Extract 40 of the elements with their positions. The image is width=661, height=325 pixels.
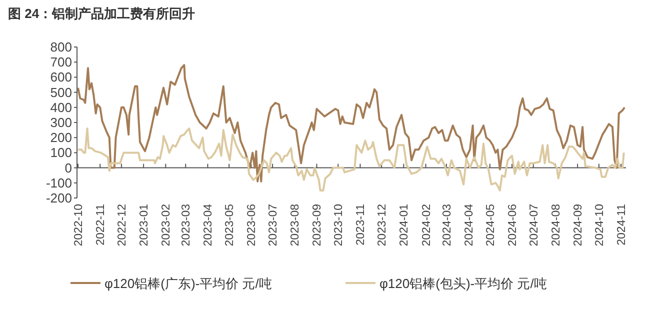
x-tick-label: 2023-02	[160, 204, 173, 246]
y-tick-label: 800	[50, 40, 72, 54]
y-tick-label: 500	[50, 84, 72, 100]
x-tick-label: 2023-05	[224, 204, 236, 246]
x-tick-label: 2024-08	[550, 204, 562, 246]
x-tick-label: 2022-10	[73, 204, 85, 246]
x-tick-label: 2023-11	[355, 204, 368, 246]
legend-label: φ120铝棒(广东)-平均价 元/吨	[104, 276, 272, 291]
x-tick-label: 2022-11	[95, 204, 108, 246]
x-tick-label: 2024-03	[441, 204, 454, 246]
x-tick-label: 2024-02	[420, 204, 433, 246]
x-tick-label: 2023-10	[333, 204, 346, 246]
y-tick-label: 400	[50, 100, 72, 115]
x-tick-label: 2023-01	[138, 204, 151, 246]
x-tick-label: 2023-06	[246, 204, 258, 246]
x-tick-label: 2023-07	[268, 204, 280, 246]
x-tick-label: 2023-09	[312, 204, 324, 246]
y-tick-label: 0	[64, 160, 72, 176]
x-tick-label: 2023-03	[180, 204, 193, 246]
y-tick-label: -200	[46, 190, 72, 206]
legend-label: φ120铝棒(包头)-平均价 元/吨	[380, 276, 547, 291]
x-tick-label: 2024-11	[616, 204, 628, 246]
x-tick-label: 2023-08	[290, 204, 302, 246]
x-tick-label: 2024-04	[464, 203, 476, 246]
x-tick-label: 2024-09	[572, 204, 585, 246]
y-tick-label: 600	[50, 70, 72, 85]
y-tick-label: -100	[46, 175, 72, 190]
x-tick-label: 2024-01	[398, 204, 411, 246]
x-tick-label: 2024-05	[484, 204, 497, 246]
chart-title: 图 24：铝制产品加工费有所回升	[8, 6, 196, 21]
x-tick-label: 2024-07	[528, 204, 540, 246]
y-tick-label: 200	[50, 130, 72, 146]
y-tick-label: 100	[50, 145, 72, 160]
x-tick-label: 2023-12	[376, 204, 389, 246]
x-tick-label: 2022-12	[116, 204, 128, 246]
x-tick-label: 2024-10	[594, 204, 606, 246]
y-tick-label: 700	[50, 54, 72, 70]
x-tick-label: 2024-06	[506, 204, 519, 246]
x-tick-label: 2023-04	[202, 203, 215, 246]
y-tick-label: 300	[50, 115, 72, 130]
